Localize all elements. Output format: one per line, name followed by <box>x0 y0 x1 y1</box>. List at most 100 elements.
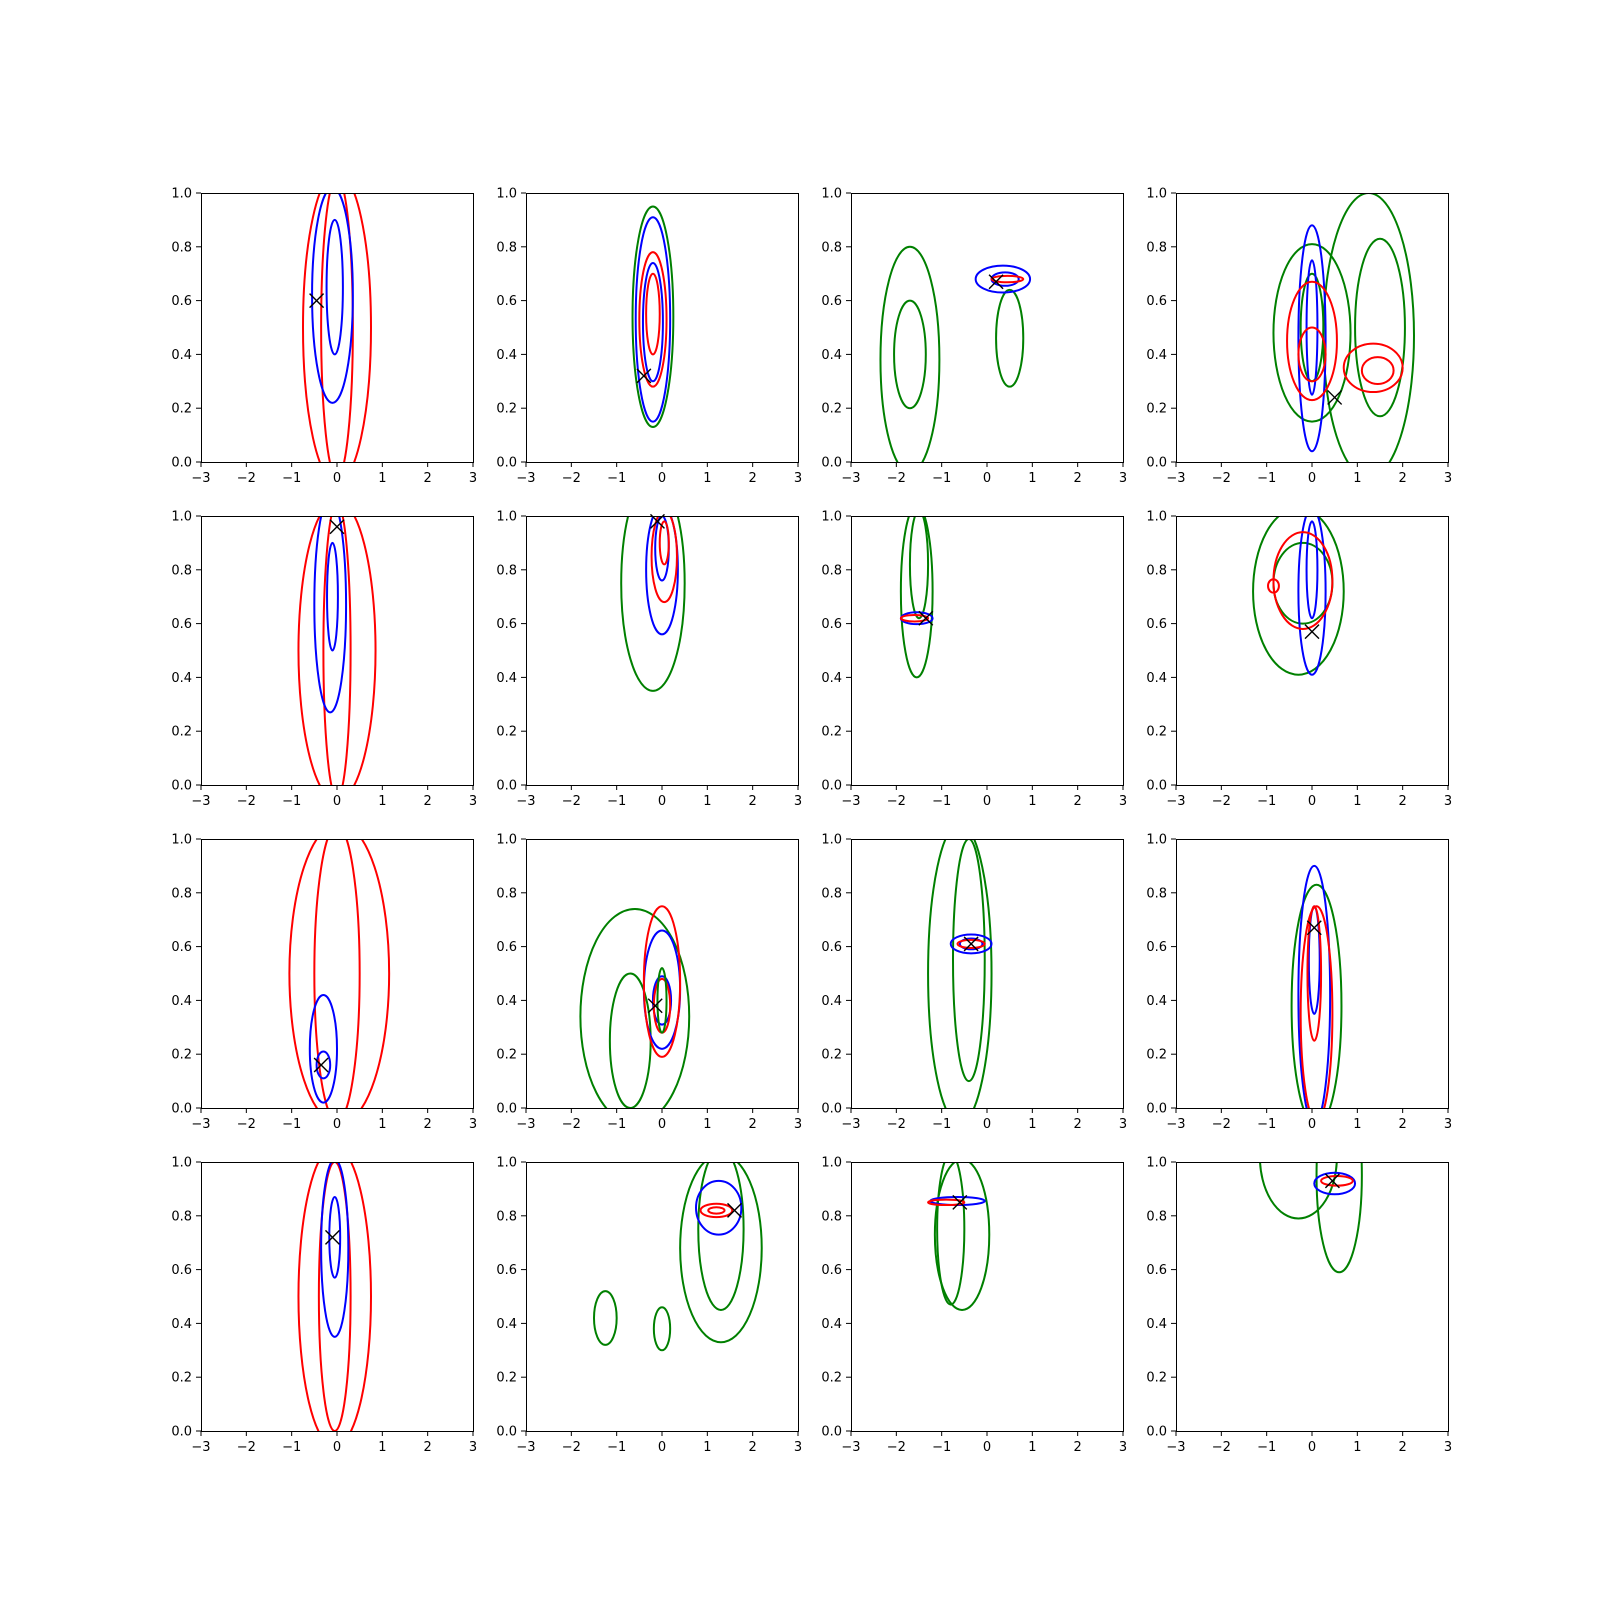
axes-frame <box>851 839 1124 1109</box>
y-tick-label: 0.4 <box>1146 671 1167 686</box>
red-contour <box>707 1206 726 1215</box>
panel-1: −3 −2 −1 0 1 2 3 0.0 0.2 0.4 0.6 0.8 1.0 <box>171 187 477 487</box>
y-tick-label: 1.0 <box>821 1156 842 1171</box>
panel-9: −3 −2 −1 0 1 2 3 0.0 0.2 0.4 0.6 0.8 1.0 <box>171 833 477 1133</box>
contour-group <box>1290 864 1343 1108</box>
y-tick-label: 0.4 <box>496 1317 517 1332</box>
x-tick-label: 2 <box>424 471 432 486</box>
y-tick-label: 0.6 <box>821 1263 842 1278</box>
x-tick-label: −2 <box>887 794 906 809</box>
x-tick-label: 0 <box>1308 471 1316 486</box>
x-tick-label: 3 <box>1444 1440 1452 1455</box>
panel-2: −3 −2 −1 0 1 2 3 0.0 0.2 0.4 0.6 0.8 1.0 <box>496 187 802 487</box>
x-tick-label: −1 <box>607 471 626 486</box>
y-tick-label: 0.8 <box>1146 563 1167 578</box>
x-tick-label: 0 <box>1308 794 1316 809</box>
y-tick-label: 0.8 <box>496 240 517 255</box>
panel-3: −3 −2 −1 0 1 2 3 0.0 0.2 0.4 0.6 0.8 1.0 <box>821 187 1127 487</box>
x-tick-label: 3 <box>1119 1440 1127 1455</box>
x-tick-label: 3 <box>794 1440 802 1455</box>
green-contour <box>1315 1162 1363 1274</box>
x-tick-label: −3 <box>841 471 860 486</box>
y-tick-label: 0.8 <box>1146 1209 1167 1224</box>
blue-contour <box>1313 1171 1357 1196</box>
y-tick-label: 1.0 <box>1146 510 1167 525</box>
y-tick-label: 1.0 <box>821 510 842 525</box>
panel-7: −3 −2 −1 0 1 2 3 0.0 0.2 0.4 0.6 0.8 1.0 <box>821 510 1127 810</box>
red-contour <box>1272 531 1334 630</box>
axes-frame <box>851 516 1124 786</box>
y-tick-label: 0.2 <box>496 1371 517 1386</box>
y-tick-label: 0.8 <box>821 1209 842 1224</box>
x-tick-label: 1 <box>1353 471 1361 486</box>
x-tick-label: 1 <box>703 1117 711 1132</box>
x-tick-label: 2 <box>1399 794 1407 809</box>
y-tick-label: 0.6 <box>496 617 517 632</box>
x-tick-label: −3 <box>516 794 535 809</box>
y-tick-label: 0.0 <box>821 456 842 471</box>
y-tick-label: 0.0 <box>496 1102 517 1117</box>
panel-6: −3 −2 −1 0 1 2 3 0.0 0.2 0.4 0.6 0.8 1.0 <box>496 510 802 810</box>
x-tick-label: −1 <box>282 794 301 809</box>
red-contour <box>1299 905 1334 1108</box>
contour-group <box>899 516 934 679</box>
y-tick-label: 0.8 <box>496 886 517 901</box>
x-tick-label: −3 <box>1166 471 1185 486</box>
x-tick-label: 1 <box>703 471 711 486</box>
panel-15: −3 −2 −1 0 1 2 3 0.0 0.2 0.4 0.6 0.8 1.0 <box>821 1156 1127 1456</box>
panel-13: −3 −2 −1 0 1 2 3 0.0 0.2 0.4 0.6 0.8 1.0 <box>171 1156 477 1456</box>
y-tick-label: 0.4 <box>1146 1317 1167 1332</box>
green-contour <box>899 516 934 679</box>
axes-frame <box>201 516 474 786</box>
y-tick-label: 0.4 <box>1146 348 1167 363</box>
x-tick-label: 2 <box>1399 1440 1407 1455</box>
red-contour <box>1342 342 1404 394</box>
x-tick-label: −1 <box>932 1117 951 1132</box>
x-tick-label: 2 <box>424 1440 432 1455</box>
x-tick-label: −2 <box>562 794 581 809</box>
y-tick-label: 1.0 <box>496 510 517 525</box>
red-contour <box>1320 1174 1354 1187</box>
x-tick-label: 2 <box>749 1440 757 1455</box>
y-tick-label: 0.6 <box>171 940 192 955</box>
x-marker <box>636 368 652 384</box>
y-tick-label: 0.6 <box>496 1263 517 1278</box>
green-contour <box>927 839 993 1108</box>
axes-frame <box>851 193 1124 463</box>
blue-contour <box>949 933 993 955</box>
y-tick-label: 0.2 <box>1146 402 1167 417</box>
x-tick-label: −3 <box>191 1440 210 1455</box>
x-marker <box>329 519 345 535</box>
y-tick-label: 0.6 <box>1146 294 1167 309</box>
y-tick-label: 0.8 <box>496 1209 517 1224</box>
x-tick-label: −2 <box>562 471 581 486</box>
x-tick-label: 2 <box>1074 1117 1082 1132</box>
red-contour <box>1267 578 1280 594</box>
blue-contour <box>1305 520 1319 620</box>
blue-contour <box>308 994 338 1104</box>
blue-contour <box>311 193 354 404</box>
panel-12: −3 −2 −1 0 1 2 3 0.0 0.2 0.4 0.6 0.8 1.0 <box>1146 833 1452 1133</box>
x-tick-label: 3 <box>1119 471 1127 486</box>
green-contour <box>893 299 927 410</box>
x-tick-label: 0 <box>333 1440 341 1455</box>
x-tick-label: −3 <box>841 1440 860 1455</box>
x-tick-label: −3 <box>191 471 210 486</box>
x-tick-label: −2 <box>237 471 256 486</box>
y-tick-label: 0.2 <box>821 1371 842 1386</box>
y-tick-label: 0.2 <box>171 725 192 740</box>
x-tick-label: −1 <box>932 471 951 486</box>
y-tick-label: 0.6 <box>1146 617 1167 632</box>
red-contour <box>302 193 372 462</box>
contour-group <box>927 1162 991 1311</box>
x-marker <box>309 293 325 309</box>
y-tick-label: 0.0 <box>171 1425 192 1440</box>
x-tick-label: 2 <box>1399 471 1407 486</box>
y-tick-label: 0.2 <box>821 1048 842 1063</box>
x-tick-label: 1 <box>1353 1440 1361 1455</box>
y-tick-label: 0.2 <box>1146 725 1167 740</box>
y-tick-label: 0.2 <box>171 402 192 417</box>
y-tick-label: 0.6 <box>171 617 192 632</box>
y-tick-label: 0.4 <box>496 671 517 686</box>
x-tick-label: −1 <box>1257 794 1276 809</box>
